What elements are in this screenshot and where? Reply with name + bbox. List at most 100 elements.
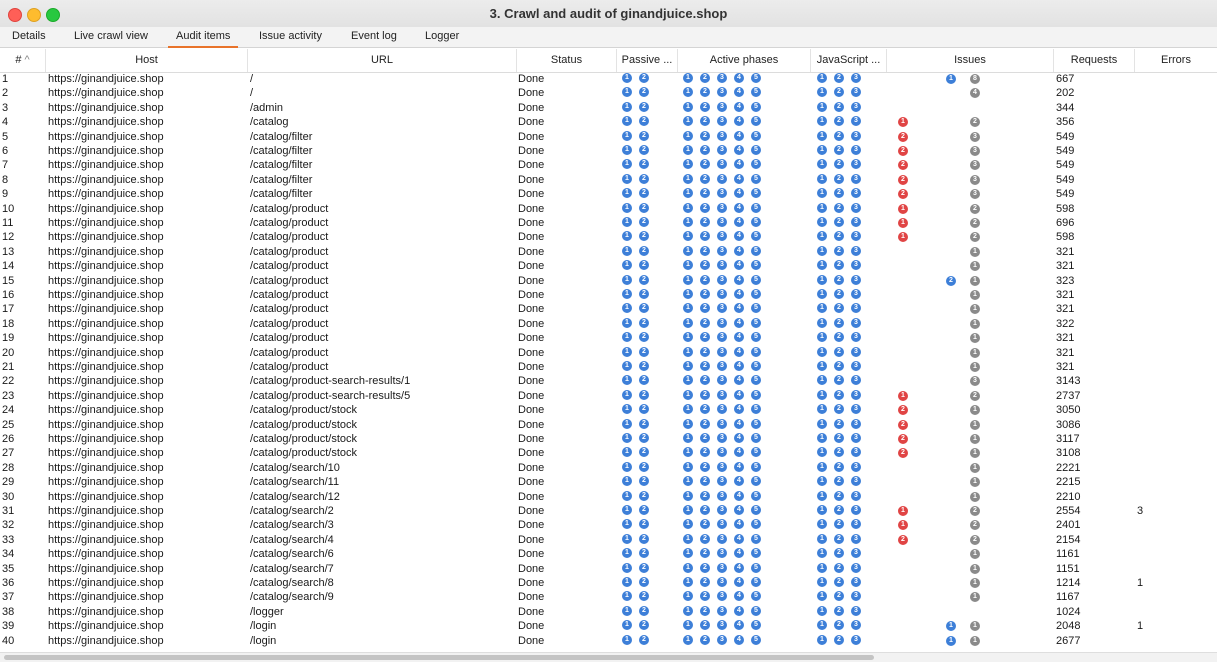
url-cell: /catalog/product xyxy=(250,231,329,244)
row-number: 35 xyxy=(2,562,15,575)
table-row[interactable]: 16 https://ginandjuice.shop/catalog/produ… xyxy=(0,288,1217,302)
active-phase-icon: 5 xyxy=(751,591,761,602)
javascript-phase-icon: 3 xyxy=(851,433,861,444)
url-cell: /catalog/search/11 xyxy=(250,476,340,489)
active-phase-icon: 1 xyxy=(683,231,693,242)
table-row[interactable]: 39 https://ginandjuice.shop/login Done 2048… xyxy=(0,619,1217,633)
javascript-phase-icon: 1 xyxy=(817,116,827,127)
column-header-host[interactable]: Host xyxy=(46,49,248,72)
host-cell: https://ginandjuice.shop xyxy=(48,260,164,273)
table-row[interactable]: 13 https://ginandjuice.shop/catalog/produ… xyxy=(0,245,1217,259)
table-row[interactable]: 37 https://ginandjuice.shop/catalog/searc… xyxy=(0,590,1217,604)
table-row[interactable]: 27 https://ginandjuice.shop/catalog/produ… xyxy=(0,446,1217,460)
table-row[interactable]: 3 https://ginandjuice.shop/admin Done 344 1 2… xyxy=(0,101,1217,115)
active-phase-icon: 3 xyxy=(717,519,727,530)
minimize-window-button[interactable] xyxy=(27,8,41,22)
tab-issue-activity[interactable]: Issue activity xyxy=(259,30,322,42)
table-row[interactable]: 35 https://ginandjuice.shop/catalog/searc… xyxy=(0,562,1217,576)
column-header-active-phases[interactable]: Active phases xyxy=(678,49,811,72)
table-row[interactable]: 8 https://ginandjuice.shop/catalog/filter… xyxy=(0,173,1217,187)
column-header-javascript[interactable]: JavaScript ... xyxy=(811,49,887,72)
table-row[interactable]: 32 https://ginandjuice.shop/catalog/searc… xyxy=(0,518,1217,532)
row-number: 9 xyxy=(2,188,9,201)
tab-event-log[interactable]: Event log xyxy=(351,30,397,42)
url-cell: /login xyxy=(250,634,277,647)
table-row[interactable]: 17 https://ginandjuice.shop/catalog/produ… xyxy=(0,302,1217,316)
passive-phase-icon: 1 xyxy=(622,634,632,645)
column-header-passive[interactable]: Passive ... xyxy=(617,49,678,72)
table-row[interactable]: 18 https://ginandjuice.shop/catalog/produ… xyxy=(0,317,1217,331)
column-header-errors[interactable]: Errors xyxy=(1161,54,1191,66)
close-window-button[interactable] xyxy=(8,8,22,22)
active-phase-icon: 1 xyxy=(683,202,693,213)
active-phase-icon: 5 xyxy=(751,461,761,472)
table-row[interactable]: 22 https://ginandjuice.shop/catalog/produ… xyxy=(0,374,1217,388)
column-header-number[interactable]: # ^ xyxy=(0,49,46,72)
table-row[interactable]: 29 https://ginandjuice.shop/catalog/searc… xyxy=(0,475,1217,489)
table-row[interactable]: 34 https://ginandjuice.shop/catalog/searc… xyxy=(0,547,1217,561)
table-row[interactable]: 36 https://ginandjuice.shop/catalog/searc… xyxy=(0,576,1217,590)
column-header-requests[interactable]: Requests xyxy=(1054,49,1135,72)
table-row[interactable]: 38 https://ginandjuice.shop/logger Done 102… xyxy=(0,605,1217,619)
table-row[interactable]: 4 https://ginandjuice.shop/catalog Done 356… xyxy=(0,115,1217,129)
javascript-phase-icon: 1 xyxy=(817,634,827,645)
javascript-phase-icon: 2 xyxy=(834,245,844,256)
table-row[interactable]: 26 https://ginandjuice.shop/catalog/produ… xyxy=(0,432,1217,446)
active-phase-icon: 3 xyxy=(717,159,727,170)
errors-cell xyxy=(1137,302,1215,316)
table-row[interactable]: 9 https://ginandjuice.shop/catalog/filter… xyxy=(0,187,1217,201)
table-row[interactable]: 28 https://ginandjuice.shop/catalog/searc… xyxy=(0,461,1217,475)
zoom-window-button[interactable] xyxy=(46,8,60,22)
horizontal-scrollbar[interactable] xyxy=(0,652,1217,662)
table-row[interactable]: 7 https://ginandjuice.shop/catalog/filter… xyxy=(0,158,1217,172)
table-row[interactable]: 33 https://ginandjuice.shop/catalog/searc… xyxy=(0,533,1217,547)
table-row[interactable]: 6 https://ginandjuice.shop/catalog/filter… xyxy=(0,144,1217,158)
javascript-phase-icon: 3 xyxy=(851,346,861,357)
requests-cell: 3086 xyxy=(1056,418,1081,431)
column-header-url[interactable]: URL xyxy=(248,49,517,72)
column-header-issues[interactable]: Issues xyxy=(887,49,1054,72)
tab-live-crawl-view[interactable]: Live crawl view xyxy=(74,30,148,42)
active-phase-icon: 4 xyxy=(734,404,744,415)
column-header-status[interactable]: Status xyxy=(517,49,617,72)
table-row[interactable]: 1 https://ginandjuice.shop / Done 667 1 2 1 2 3 4 5… xyxy=(0,72,1217,86)
errors-cell xyxy=(1137,634,1215,648)
table-row[interactable]: 30 https://ginandjuice.shop/catalog/searc… xyxy=(0,490,1217,504)
table-row[interactable]: 12 https://ginandjuice.shop/catalog/produ… xyxy=(0,230,1217,244)
table-row[interactable]: 24 https://ginandjuice.shop/catalog/produ… xyxy=(0,403,1217,417)
issue-count-badge: 1 xyxy=(898,203,908,214)
errors-cell xyxy=(1137,346,1215,360)
javascript-phase-icon: 2 xyxy=(834,173,844,184)
url-cell: /catalog/product/stock xyxy=(250,418,358,431)
table-row[interactable]: 5 https://ginandjuice.shop/catalog/filter… xyxy=(0,130,1217,144)
table-row[interactable]: 20 https://ginandjuice.shop/catalog/produ… xyxy=(0,346,1217,360)
tab-audit-items[interactable]: Audit items xyxy=(167,30,239,48)
table-row[interactable]: 14 https://ginandjuice.shop/catalog/produ… xyxy=(0,259,1217,273)
table-row[interactable]: 31 https://ginandjuice.shop/catalog/searc… xyxy=(0,504,1217,518)
table-row[interactable]: 40 https://ginandjuice.shop/login Done 2677… xyxy=(0,634,1217,648)
scrollbar-thumb[interactable] xyxy=(4,655,874,660)
passive-phase-icon: 2 xyxy=(639,476,649,487)
url-cell: /catalog/search/2 xyxy=(250,505,334,517)
table-row[interactable]: 25 https://ginandjuice.shop/catalog/produ… xyxy=(0,418,1217,432)
table-row[interactable]: 10 https://ginandjuice.shop/catalog/produ… xyxy=(0,202,1217,216)
table-row[interactable]: 21 https://ginandjuice.shop/catalog/produ… xyxy=(0,360,1217,374)
table-row[interactable]: 19 https://ginandjuice.shop/catalog/produ… xyxy=(0,331,1217,345)
row-number: 2 xyxy=(2,87,9,100)
table-row[interactable]: 11 https://ginandjuice.shop/catalog/produ… xyxy=(0,216,1217,230)
tab-details[interactable]: Details xyxy=(12,30,46,42)
table-row[interactable]: 2 https://ginandjuice.shop / Done 202 1 2 1 2 3 4 5… xyxy=(0,86,1217,100)
tab-logger[interactable]: Logger xyxy=(425,30,460,42)
table-row[interactable]: 15 https://ginandjuice.shop/catalog/produ… xyxy=(0,274,1217,288)
table-row[interactable]: 23 https://ginandjuice.shop/catalog/produ… xyxy=(0,389,1217,403)
